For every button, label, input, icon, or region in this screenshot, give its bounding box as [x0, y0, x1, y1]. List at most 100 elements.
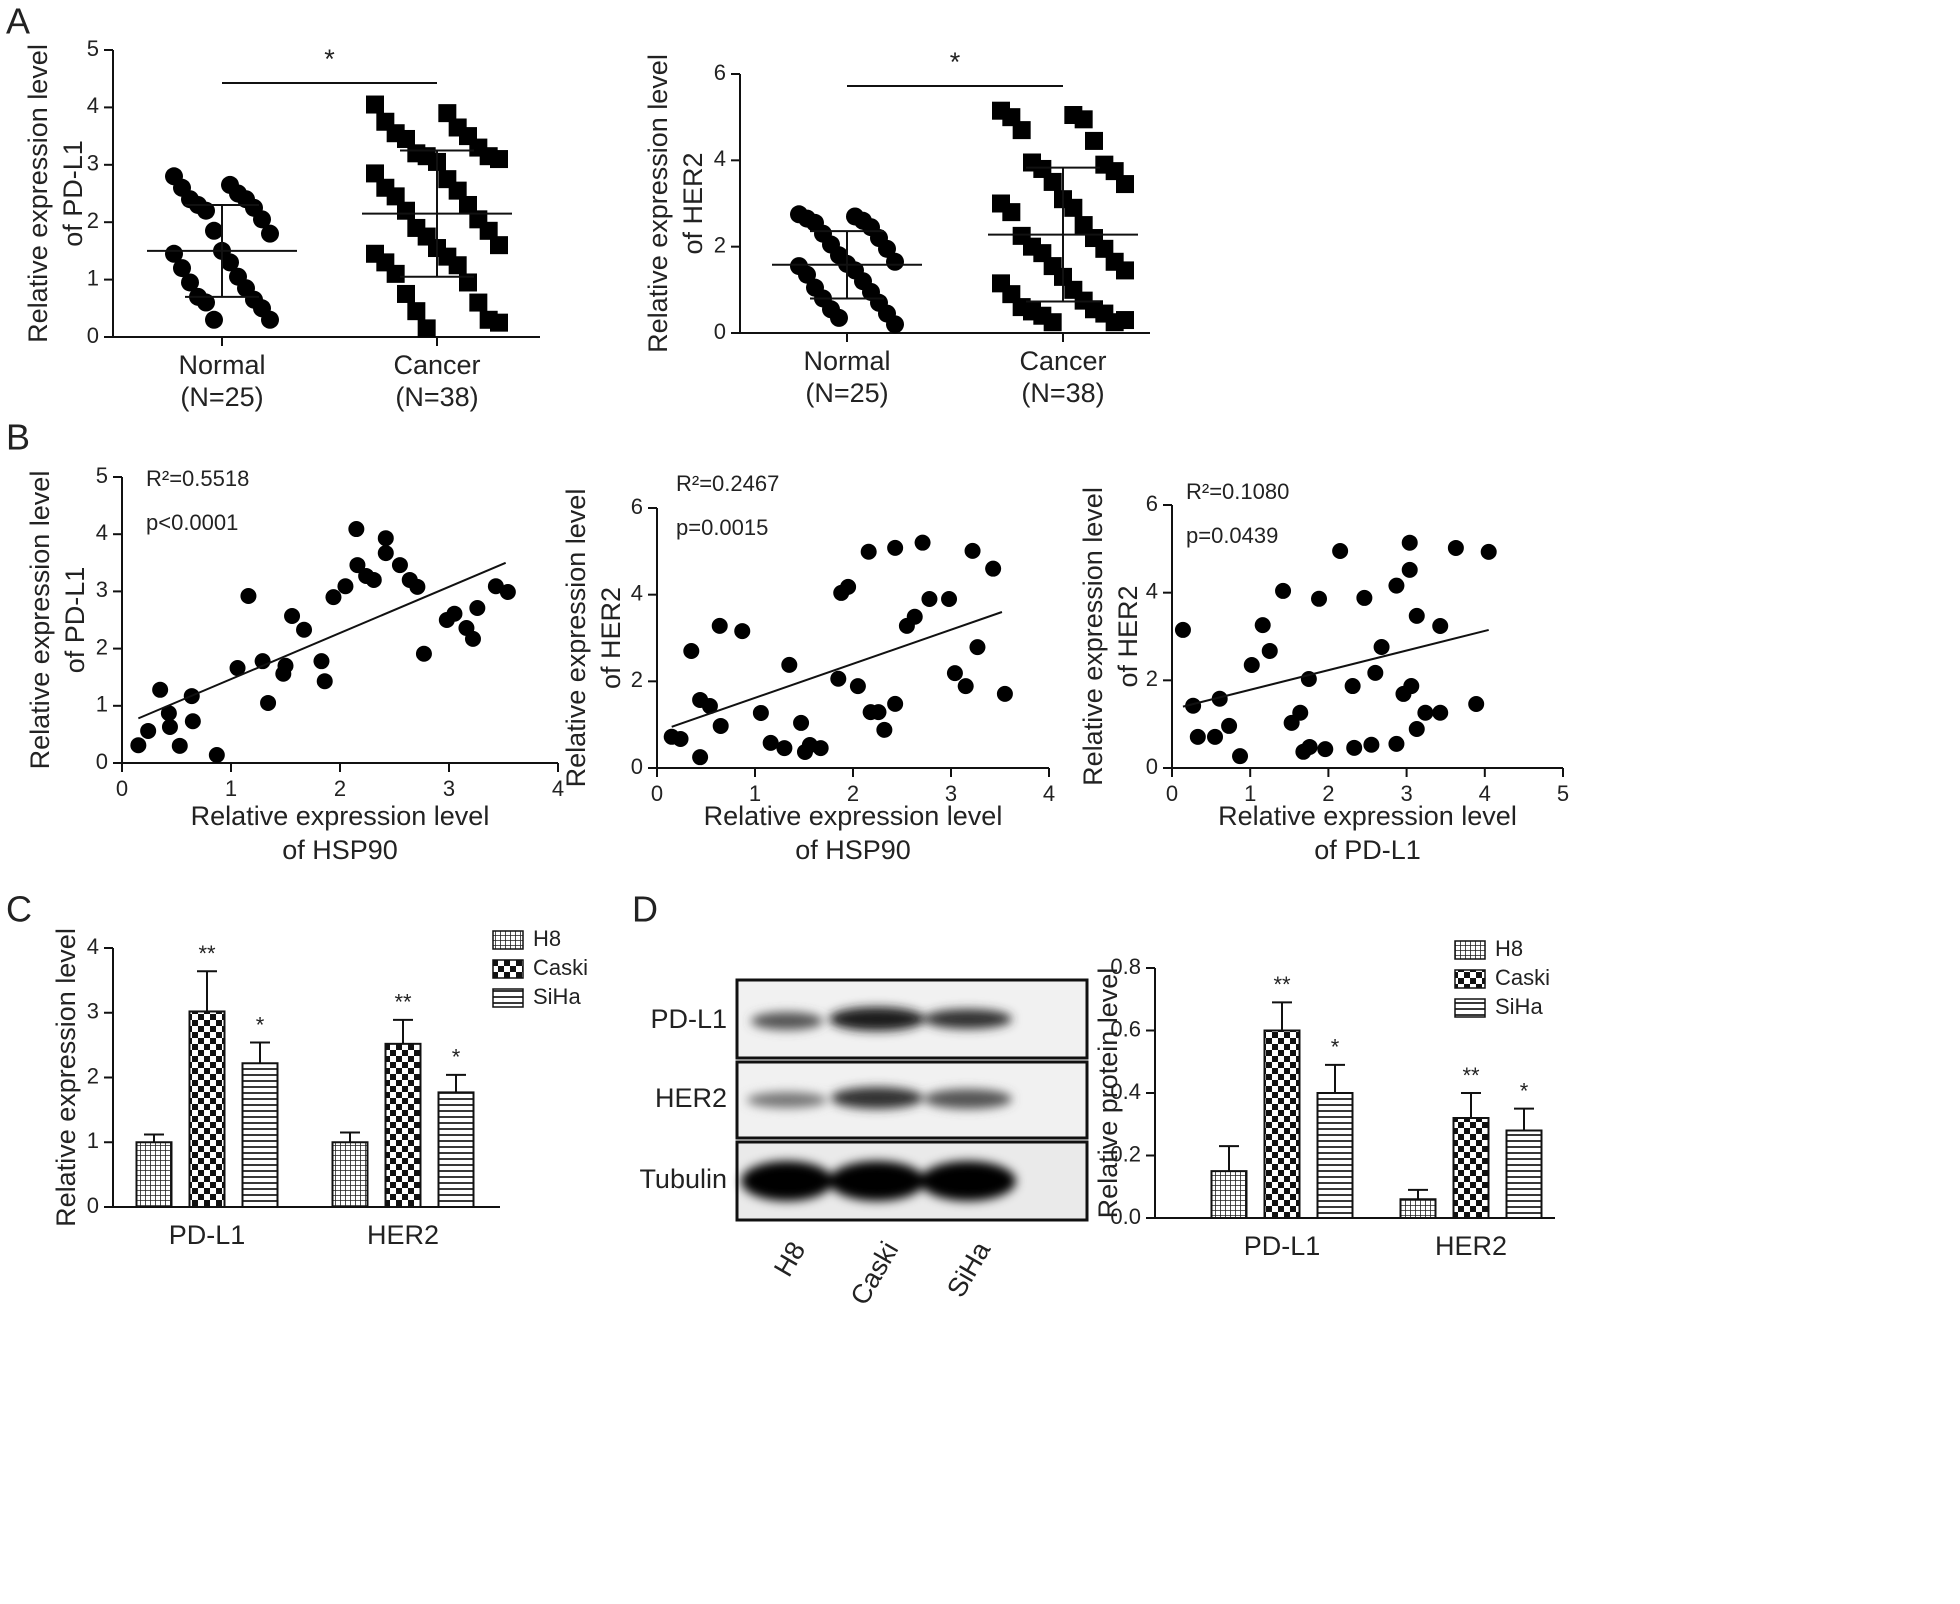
x-tick-label: Cancer: [1019, 346, 1106, 376]
point: [316, 673, 333, 690]
dot: [197, 293, 215, 312]
y-axis-title: of HER2: [1113, 585, 1143, 687]
dot: [798, 265, 816, 284]
y-axis-title: Relative protein level: [1093, 968, 1123, 1219]
dot: [1116, 261, 1134, 280]
point: [260, 694, 277, 711]
point: [1275, 582, 1292, 599]
y-tick-label: 0.4: [1110, 1079, 1141, 1104]
point: [734, 623, 751, 640]
y-tick-label: 0: [87, 323, 99, 348]
point: [1211, 690, 1228, 707]
y-tick-label: 4: [87, 934, 99, 959]
x-axis-title: of HSP90: [282, 835, 398, 865]
point: [1292, 704, 1309, 721]
legend-label: SiHa: [1495, 994, 1543, 1019]
point: [499, 583, 516, 600]
y-tick-label: 4: [1146, 578, 1158, 603]
point: [349, 557, 366, 574]
point: [1417, 704, 1434, 721]
point: [240, 587, 257, 604]
y-tick-label: 0: [631, 754, 643, 779]
point: [446, 605, 463, 622]
x-tick-label: HER2: [1435, 1231, 1507, 1261]
y-axis-title: of HER2: [596, 587, 626, 689]
point: [409, 578, 426, 595]
trend-line: [671, 611, 1003, 728]
y-tick-label: 4: [631, 580, 643, 605]
point: [776, 740, 793, 757]
dot: [261, 224, 279, 243]
point: [812, 740, 829, 757]
point: [171, 737, 188, 754]
point: [415, 645, 432, 662]
bar: [135, 1141, 173, 1208]
y-tick-label: 0: [87, 1193, 99, 1218]
dot: [397, 201, 415, 220]
dot: [830, 308, 848, 327]
y-axis-title: Relative expression level: [23, 44, 53, 343]
dot: [386, 264, 405, 283]
y-tick-label: 1: [87, 1128, 99, 1153]
dot: [878, 239, 896, 258]
point: [887, 539, 904, 556]
bar: [1452, 1117, 1490, 1219]
point: [1243, 656, 1260, 673]
dot: [886, 252, 904, 271]
legend-label: Caski: [533, 955, 588, 980]
point: [830, 670, 847, 687]
x-tick-label: 3: [443, 776, 455, 801]
point: [985, 560, 1002, 577]
y-tick-label: 6: [714, 60, 726, 85]
annotation: p<0.0001: [146, 510, 238, 535]
legend-swatch: [492, 959, 524, 979]
point: [793, 714, 810, 731]
x-tick-label: 2: [847, 781, 859, 806]
y-tick-label: 4: [87, 93, 99, 118]
point: [152, 681, 169, 698]
x-tick-label: 0: [1166, 781, 1178, 806]
y-axis-title: of HER2: [678, 152, 708, 254]
y-tick-label: 6: [631, 494, 643, 519]
dot: [490, 236, 508, 255]
point: [1432, 617, 1449, 634]
point: [1189, 728, 1206, 745]
y-axis-title: of PD-L1: [60, 567, 90, 674]
blot-row-label: Tubulin: [639, 1164, 727, 1194]
x-tick-label: 4: [552, 776, 564, 801]
dot: [407, 302, 426, 321]
point: [1317, 741, 1334, 758]
x-axis-title: Relative expression level: [1218, 801, 1517, 831]
dot: [261, 310, 279, 329]
y-tick-label: 2: [1146, 666, 1158, 691]
dot: [490, 150, 508, 169]
dot: [1002, 203, 1021, 222]
y-axis-title: Relative expression level: [25, 471, 55, 770]
y-tick-label: 1: [87, 265, 99, 290]
point: [140, 722, 157, 739]
dot: [165, 244, 183, 263]
y-tick-label: 4: [96, 520, 108, 545]
point: [711, 617, 728, 634]
y-tick-label: 2: [87, 1063, 99, 1088]
dot: [1116, 311, 1134, 330]
significance-label: **: [198, 941, 216, 966]
x-tick-label: Normal: [803, 346, 890, 376]
y-tick-label: 1: [96, 692, 108, 717]
x-tick-label: 0: [651, 781, 663, 806]
x-tick-label: 4: [1043, 781, 1055, 806]
y-tick-label: 3: [87, 999, 99, 1024]
dot: [459, 195, 477, 214]
point: [325, 589, 342, 606]
point: [464, 630, 481, 647]
point: [1367, 664, 1384, 681]
blot-row-label: HER2: [655, 1083, 727, 1113]
dot: [490, 313, 508, 332]
point: [1344, 678, 1361, 695]
annotation: p=0.0015: [676, 515, 768, 540]
point: [296, 621, 313, 638]
point: [1403, 678, 1420, 695]
dot: [205, 310, 223, 329]
point: [1373, 639, 1390, 656]
y-tick-label: 5: [96, 463, 108, 488]
